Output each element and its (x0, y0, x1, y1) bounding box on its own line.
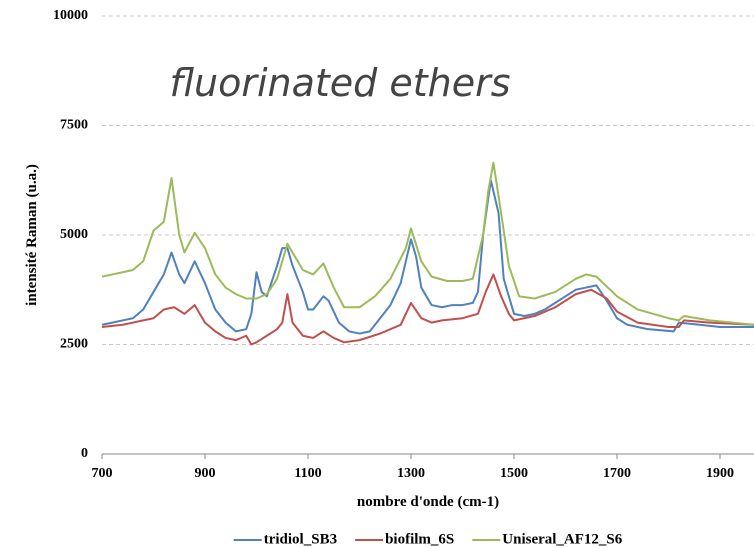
y-tick-label: 7500 (60, 118, 88, 133)
y-axis-label: intensité Raman (u.a.) (24, 164, 40, 306)
y-tick-label: 2500 (60, 337, 88, 352)
x-axis-label: nombre d'onde (cm-1) (357, 494, 499, 510)
x-tick-label: 900 (195, 466, 216, 481)
y-tick-label: 0 (81, 446, 88, 461)
legend-label: biofilm_6S (385, 531, 454, 547)
x-tick-label: 1100 (294, 466, 321, 481)
x-tick-label: 700 (92, 466, 113, 481)
x-tick-label: 1900 (706, 466, 734, 481)
x-tick-label: 1500 (500, 466, 528, 481)
y-tick-label: 5000 (60, 227, 88, 242)
series-line (102, 161, 754, 326)
series-line (102, 179, 754, 335)
legend-label: Uniseral_AF12_S6 (502, 531, 623, 547)
plot-area (102, 161, 754, 346)
series-line (102, 273, 754, 346)
chart-title: fluorinated ethers (169, 61, 510, 105)
x-tick-label: 1700 (603, 466, 631, 481)
y-tick-label: 10000 (53, 8, 88, 23)
x-tick-label: 1300 (397, 466, 425, 481)
legend: tridiol_SB3 biofilm_6S Uniseral_AF12_S6 (233, 531, 623, 547)
legend-label: tridiol_SB3 (264, 531, 337, 547)
